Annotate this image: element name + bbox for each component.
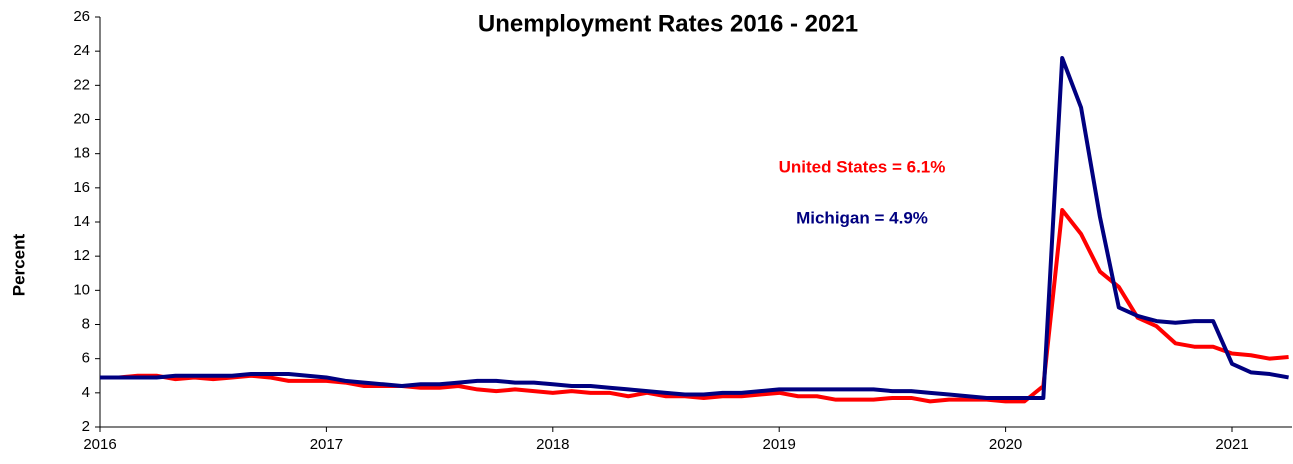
y-tick-label: 26	[73, 8, 90, 25]
annotation: United States = 6.1%	[779, 157, 946, 176]
y-tick-label: 18	[73, 145, 90, 162]
annotation: Michigan = 4.9%	[796, 208, 928, 227]
y-tick-label: 24	[73, 42, 90, 59]
chart-title: Unemployment Rates 2016 - 2021	[478, 10, 858, 37]
x-tick-label: 2017	[310, 436, 343, 453]
y-tick-label: 16	[73, 179, 90, 196]
y-axis-label: Percent	[9, 233, 28, 296]
x-tick-label: 2019	[763, 436, 796, 453]
y-tick-label: 4	[82, 384, 90, 401]
y-tick-label: 14	[73, 213, 90, 230]
x-tick-label: 2018	[536, 436, 569, 453]
x-tick-label: 2021	[1215, 436, 1248, 453]
x-tick-label: 2020	[989, 436, 1022, 453]
y-tick-label: 2	[82, 418, 90, 435]
y-tick-label: 22	[73, 76, 90, 93]
y-tick-label: 10	[73, 281, 90, 298]
y-tick-label: 6	[82, 350, 90, 367]
y-tick-label: 12	[73, 247, 90, 264]
y-tick-label: 8	[82, 315, 90, 332]
x-tick-label: 2016	[83, 436, 116, 453]
series-line	[100, 208, 1289, 404]
y-tick-label: 20	[73, 110, 90, 127]
series-line	[100, 56, 1289, 400]
